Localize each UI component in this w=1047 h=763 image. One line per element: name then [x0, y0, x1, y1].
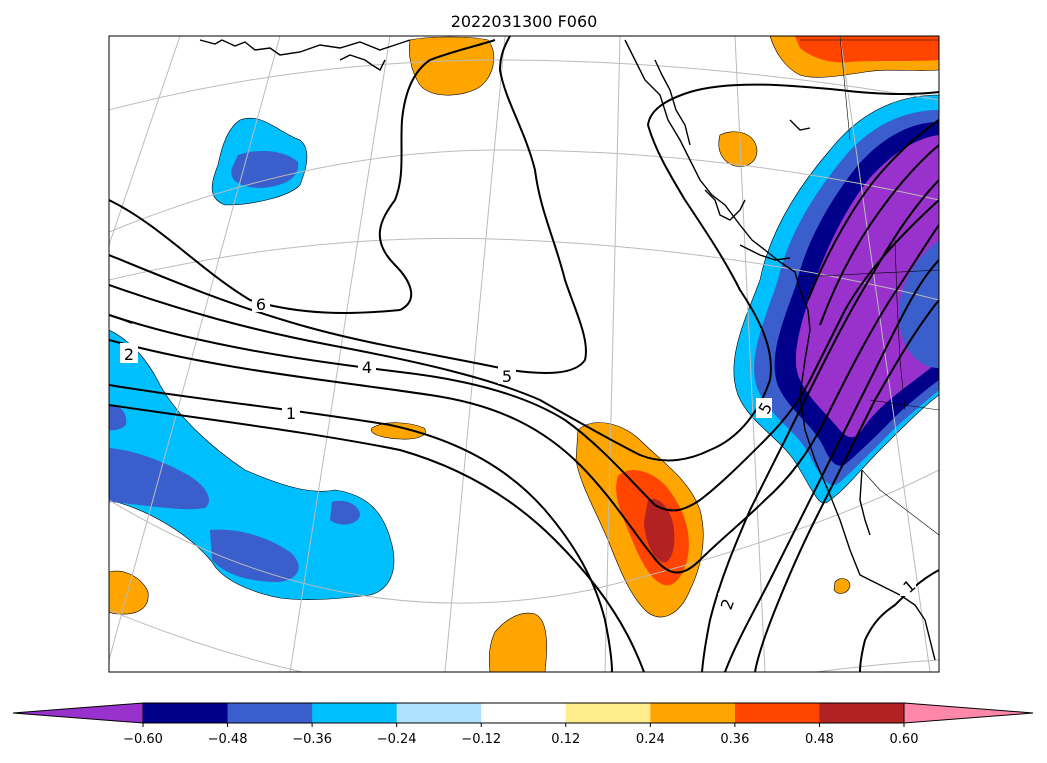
colorbar-ticks: −0.60 −0.48 −0.36 −0.24 −0.12 0.12 0.24 0.36 0.4… [123, 723, 918, 747]
graticule [109, 36, 939, 672]
shade-neg-nw-inner [231, 150, 299, 188]
colorbar-bin [227, 703, 313, 723]
colorbar-under-extension [12, 702, 144, 724]
colorbar-bin [650, 703, 736, 723]
shade-pos-central-core [644, 499, 675, 563]
colorbar-tick-label: 0.12 [551, 732, 580, 747]
colorbar-tick-label: −0.24 [377, 732, 417, 747]
colorbar-bin [143, 703, 229, 723]
contour-label-1-west: 1 [286, 404, 296, 423]
map-title: 2022031300 F060 [451, 12, 598, 31]
colorbar-tick-label: 0.24 [636, 732, 665, 747]
contour-lines [109, 36, 939, 672]
contour-label-6: 6 [256, 295, 266, 314]
shade-pos-ne-corner-red [795, 36, 939, 63]
borders [799, 36, 939, 536]
colorbar-bins [143, 703, 905, 723]
shade-neg-sw-inner-b [210, 529, 299, 582]
shade-pos-bottom [488, 612, 547, 672]
colorbar-bin [819, 703, 905, 723]
colorbar-tick-label: −0.48 [208, 732, 248, 747]
colorbar-tick-label: 0.60 [890, 732, 919, 747]
contour-label-group: 6 4 5 2 1 5 2 1 [120, 292, 919, 613]
colorbar-bin [734, 703, 820, 723]
colorbar-bin [565, 703, 651, 723]
colorbar: −0.60 −0.48 −0.36 −0.24 −0.12 0.12 0.24 0.36 0.4… [12, 702, 1034, 747]
contour-label-2-west: 2 [124, 345, 134, 364]
colorbar-bin [396, 703, 482, 723]
colorbar-tick-label: −0.36 [292, 732, 332, 747]
map-frame [108, 35, 940, 673]
colorbar-tick-label: −0.60 [123, 732, 163, 747]
shade-pos-small-mid [371, 422, 426, 440]
shade-neg-sw-inner-c [330, 500, 360, 525]
shade-pos-se-small [833, 578, 851, 594]
contour-label-5: 5 [502, 367, 512, 386]
colorbar-tick-label: 0.48 [805, 732, 834, 747]
colorbar-tick-label: −0.12 [461, 732, 501, 747]
colorbar-bin [481, 703, 567, 723]
shade-neg-east-l4 [795, 135, 939, 438]
shade-pos-north-top [409, 36, 495, 96]
colorbar-frame [142, 702, 905, 724]
map-panel: 6 4 5 2 1 5 2 1 [109, 36, 939, 672]
colorbar-tick-label: 0.36 [720, 732, 749, 747]
shade-pos-ne-small [718, 131, 758, 167]
shade-neg-sw-outer [109, 329, 395, 600]
shade-neg-sw-inner-d [109, 405, 127, 431]
coastlines [199, 39, 936, 661]
colorbar-over-extension [903, 702, 1034, 724]
contour-label-4: 4 [362, 358, 372, 377]
shade-pos-sw-corner [109, 570, 149, 615]
colorbar-bin [312, 703, 398, 723]
